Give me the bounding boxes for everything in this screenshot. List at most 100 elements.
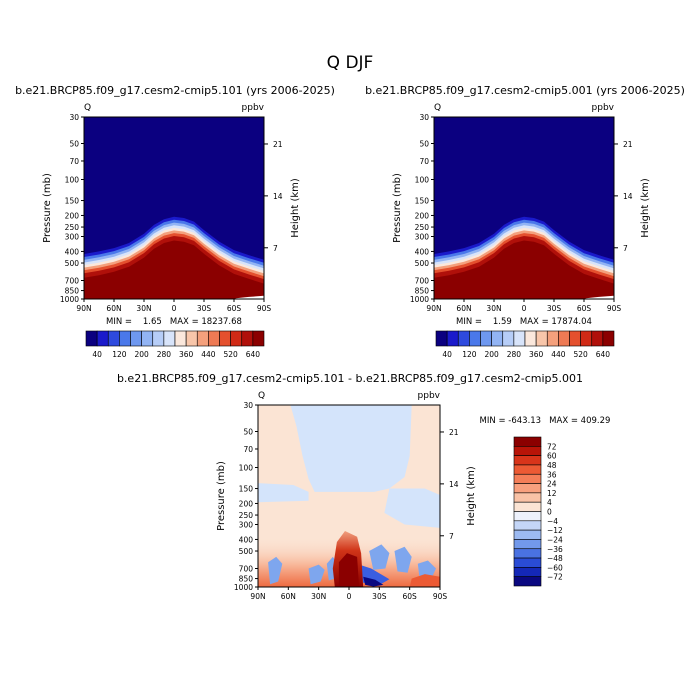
colorbar-label: −4 [547,517,558,526]
y-tick-label: 70 [243,445,253,454]
y-tick-label: 30 [419,113,429,122]
colorbar-label: 72 [547,442,557,451]
height-tick-label: 21 [623,140,633,149]
colorbar-label: 200 [484,350,499,359]
terrain-mask [234,295,264,299]
y-tick-label: 850 [239,575,254,584]
x-tick-label: 30S [372,592,387,601]
y-tick-label: 400 [65,247,80,256]
stats-label: MIN = 1.59 MAX = 17874.04 [456,317,592,327]
colorbar-label: −48 [547,554,563,563]
height-tick-label: 21 [273,140,283,149]
y-tick-label: 400 [239,535,254,544]
colorbar-box [513,576,542,587]
colorbar-label: 40 [442,350,452,359]
colorbar-label: 640 [596,350,611,359]
x-tick-label: 90N [426,304,441,313]
colorbar-box [513,529,542,540]
colorbar-box [491,330,504,347]
colorbar-box [513,446,542,456]
plot-area: 90N 60N 30N 0 30S 60S 90S 30 50 70 100 150 200 250300… [234,401,459,601]
colorbar-box [513,464,542,475]
colorbar-box [513,567,542,577]
colorbar-box [513,539,542,550]
units-label: ppbv [242,103,265,113]
colorbar-box [513,557,542,568]
colorbar-case2: 40 120 200 280 360 440 520 640 [435,330,615,359]
y-tick-label: 250 [239,511,254,520]
colorbar-box [185,330,198,347]
colorbar-box [591,330,604,347]
x-tick-label: 30S [197,304,212,313]
stats-label: MIN = 1.65 MAX = 18237.68 [106,317,242,327]
y-tick-label: 150 [65,197,80,206]
colorbar-box [174,330,187,347]
colorbar-label: 360 [529,350,544,359]
contour-band [434,240,614,299]
colorbar-box [513,473,542,484]
height-tick-label: 7 [273,244,278,253]
panel-diff: b.e21.BRCP85.f09_g17.cesm2-cmip5.101 - b… [117,372,610,601]
panel-title: b.e21.BRCP85.f09_g17.cesm2-cmip5.001 (yr… [365,84,685,97]
contour-region [363,576,384,587]
y-tick-label: 300 [415,233,430,242]
x-tick-label: 90S [433,592,448,601]
colorbar-box [435,330,448,347]
y-tick-label: 100 [239,463,254,472]
colorbar-box [513,501,542,512]
x-tick-label: 60S [227,304,242,313]
colorbar-box [535,330,548,347]
y-axis-right-label: Height (km) [290,178,301,238]
stats-label: MIN = -643.13 MAX = 409.29 [480,416,611,426]
colorbar-box [513,330,526,347]
colorbar-box [502,330,515,347]
colorbar-case1: 40 120 200 280 360 440 520 640 [85,330,265,359]
colorbar-label: 280 [507,350,522,359]
height-tick-label: 14 [623,192,633,201]
colorbar-box [580,330,593,347]
contour-region [384,488,440,528]
colorbar-label: 280 [157,350,172,359]
y-tick-label: 70 [419,157,429,166]
x-tick-label: 0 [347,592,352,601]
panel-case2: b.e21.BRCP85.f09_g17.cesm2-cmip5.001 (yr… [365,84,685,327]
colorbar-label: 640 [246,350,261,359]
colorbar-box [446,330,459,347]
height-tick-label: 14 [273,192,283,201]
y-tick-label: 50 [419,140,429,149]
x-tick-label: 90S [607,304,622,313]
y-tick-label: 300 [65,233,80,242]
y-tick-label: 250 [65,223,80,232]
y-axis-label: Pressure (mb) [392,173,403,243]
y-tick-label: 250 [415,223,430,232]
y-tick-label: 150 [239,485,254,494]
colorbar-box [513,511,542,522]
contour-region [369,544,390,570]
colorbar-label: −24 [547,535,563,544]
colorbar-box [141,330,154,347]
y-tick-label: 500 [65,259,80,268]
x-tick-label: 90S [257,304,272,313]
y-tick-label: 700 [415,276,430,285]
y-axis-label: Pressure (mb) [42,173,53,243]
height-tick-label: 7 [449,532,454,541]
x-tick-label: 60N [106,304,121,313]
colorbar-box [130,330,142,347]
contour-region [308,564,325,585]
x-tick-label: 30N [486,304,501,313]
colorbar-box [107,330,120,347]
colorbar-box [241,330,254,347]
y-tick-label: 1000 [234,583,253,592]
colorbar-label: 360 [179,350,194,359]
x-tick-label: 0 [522,304,527,313]
height-tick-label: 21 [449,428,459,437]
colorbar-box [469,330,481,347]
colorbar-label: 24 [547,480,557,489]
units-label: ppbv [592,103,615,113]
y-tick-label: 100 [415,175,430,184]
y-tick-label: 50 [243,428,253,437]
y-tick-label: 500 [415,259,430,268]
variable-label: Q [258,391,265,401]
colorbar-box [513,436,542,447]
